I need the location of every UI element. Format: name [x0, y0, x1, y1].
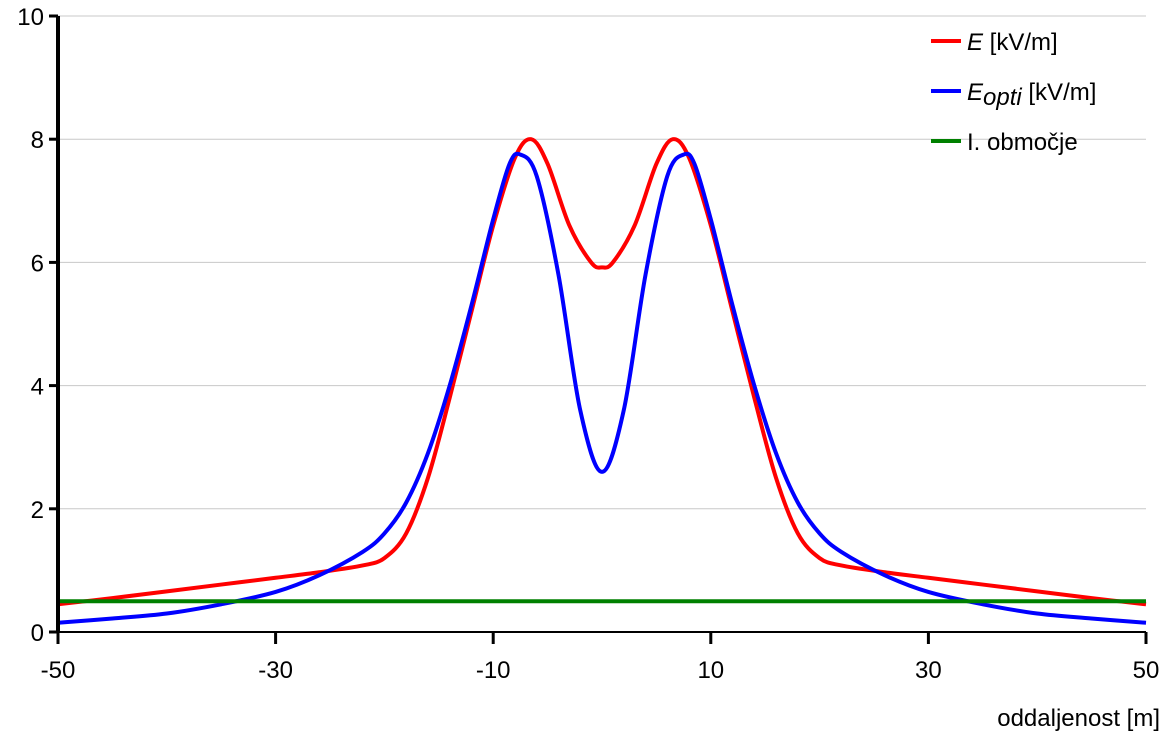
y-tick-label-2: 4 — [31, 374, 44, 401]
y-tick-label-5: 10 — [17, 4, 44, 31]
x-axis-title: oddaljenost [m] — [997, 705, 1160, 731]
x-tick-label-3: 10 — [697, 657, 724, 684]
legend-label-zone: I. območje — [967, 129, 1078, 156]
x-tick-label-1: -30 — [258, 657, 293, 684]
legend-label-e: E [kV/m] — [967, 29, 1058, 56]
y-tick-label-0: 0 — [31, 620, 44, 647]
y-tick-label-4: 8 — [31, 127, 44, 154]
tick-labels: 0 2 4 6 8 10 -50 -30 -10 10 30 50 — [17, 4, 1159, 684]
series-lines — [57, 137, 1147, 625]
x-tick-label-2: -10 — [476, 657, 511, 684]
series-line-0 — [57, 137, 1147, 607]
x-tick-label-4: 30 — [915, 657, 942, 684]
x-tick-label-0: -50 — [41, 657, 76, 684]
series-line-1 — [57, 151, 1147, 625]
legend-label-e-opti: Eopti [kV/m] — [967, 79, 1096, 111]
axes — [49, 14, 1148, 644]
y-tick-label-3: 6 — [31, 250, 44, 277]
legend: E [kV/m] Eopti [kV/m] I. območje — [931, 29, 1096, 156]
grid-lines — [58, 15, 1146, 510]
x-tick-label-5: 50 — [1133, 657, 1160, 684]
y-tick-label-1: 2 — [31, 497, 44, 524]
